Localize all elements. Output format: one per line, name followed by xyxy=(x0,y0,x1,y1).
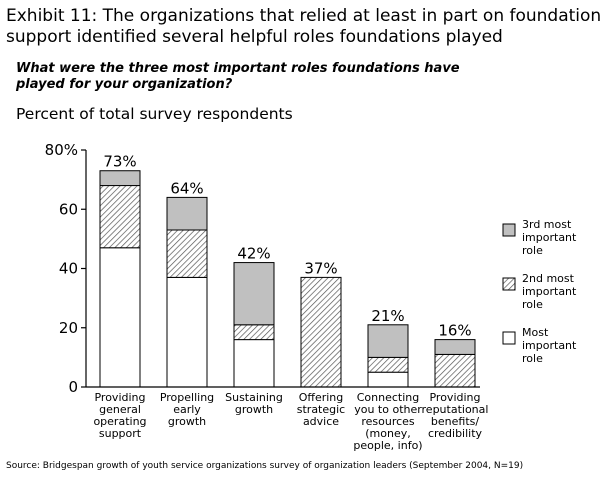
category-label-line: resources xyxy=(361,415,415,428)
legend-swatch xyxy=(502,223,516,237)
legend-swatch xyxy=(502,277,516,291)
exhibit-title: Exhibit 11: The organizations that relie… xyxy=(6,6,600,48)
category-label: Providing general operating support xyxy=(93,391,146,440)
category-label-line: growth xyxy=(168,415,206,428)
legend-label-line: Most xyxy=(522,326,549,339)
bar-segment-series-3 xyxy=(233,262,275,326)
category-label-line: strategic xyxy=(297,403,345,416)
bar-segment-series-2 xyxy=(300,276,342,388)
legend-label: Most important role xyxy=(522,326,577,365)
y-tick-label: 0 xyxy=(68,378,78,396)
bar-total-label: 16% xyxy=(438,322,471,340)
category-label-line: people, info) xyxy=(353,439,422,452)
legend-label-line: important xyxy=(522,339,577,352)
y-tick-label: 80% xyxy=(45,141,78,159)
y-axis-label: Percent of total survey respondents xyxy=(16,105,293,123)
bar-segment-series-3 xyxy=(166,196,208,231)
category-label-line: general xyxy=(99,403,141,416)
bar-segment-series-3 xyxy=(367,324,409,358)
survey-question: What were the three most important roles… xyxy=(16,61,460,92)
bar-segment-series-1 xyxy=(233,339,275,388)
category-label-line: Sustaining xyxy=(225,391,283,404)
legend-label-line: role xyxy=(522,298,543,311)
bar-segment-series-2 xyxy=(166,229,208,278)
bar-segment-series-3 xyxy=(99,170,141,187)
y-tick-label: 20 xyxy=(59,319,78,337)
legend-label-line: role xyxy=(522,244,543,257)
bar-segment-series-3 xyxy=(434,339,476,355)
source-note: Source: Bridgespan growth of youth servi… xyxy=(6,461,524,471)
category-label-line: (money, xyxy=(365,427,410,440)
category-label-line: Offering xyxy=(299,391,344,404)
bar-segment-series-2 xyxy=(233,324,275,341)
bar-segment-series-1 xyxy=(166,276,208,388)
bar-total-label: 73% xyxy=(103,153,136,171)
bar-total-label: 64% xyxy=(170,179,203,197)
category-label-line: Providing xyxy=(429,391,480,404)
category-label: Providing reputational benefits/credibilit… xyxy=(422,391,489,440)
legend-label-line: important xyxy=(522,231,577,244)
bar-segment-series-2 xyxy=(367,356,409,373)
bar-total-label: 21% xyxy=(371,307,404,325)
category-label-line: reputational xyxy=(422,403,489,416)
bar-total-label: 42% xyxy=(237,245,270,263)
title-line-1: Exhibit 11: The organizations that relie… xyxy=(6,6,600,26)
y-tick-label: 60 xyxy=(59,200,78,218)
legend-label: 3rd most important role xyxy=(522,218,577,257)
category-label: Sustaining growth xyxy=(225,391,283,416)
legend-label: 2nd most important role xyxy=(522,272,577,311)
legend-label-line: 2nd most xyxy=(522,272,575,285)
bar-total-label: 37% xyxy=(304,259,337,277)
category-label: Connecting you to other resources (money, pe… xyxy=(353,391,422,452)
category-label-line: growth xyxy=(235,403,273,416)
category-label-line: operating xyxy=(93,415,146,428)
legend-swatch xyxy=(502,331,516,345)
bar-segment-series-2 xyxy=(99,185,141,249)
bar-segment-series-1 xyxy=(367,371,409,388)
category-label-line: credibility xyxy=(428,427,483,440)
legend-label-line: important xyxy=(522,285,577,298)
title-line-2: support identified several helpful roles… xyxy=(6,27,503,47)
y-tick-label: 40 xyxy=(59,260,78,278)
category-label: Propelling early growth xyxy=(160,391,214,428)
category-label-line: you to other xyxy=(354,403,422,416)
category-label: Offering strategic advice xyxy=(297,391,345,428)
category-label-line: early xyxy=(173,403,201,416)
legend-label-line: 3rd most xyxy=(522,218,572,231)
category-label-line: benefits/ xyxy=(431,415,479,428)
legend-label-line: role xyxy=(522,352,543,365)
category-label-line: Providing xyxy=(94,391,145,404)
bar-segment-series-2 xyxy=(434,353,476,388)
category-label-line: support xyxy=(99,427,142,440)
category-label-line: advice xyxy=(303,415,339,428)
category-label-line: Connecting xyxy=(357,391,420,404)
category-label-line: Propelling xyxy=(160,391,214,404)
bar-segment-series-1 xyxy=(99,247,141,388)
